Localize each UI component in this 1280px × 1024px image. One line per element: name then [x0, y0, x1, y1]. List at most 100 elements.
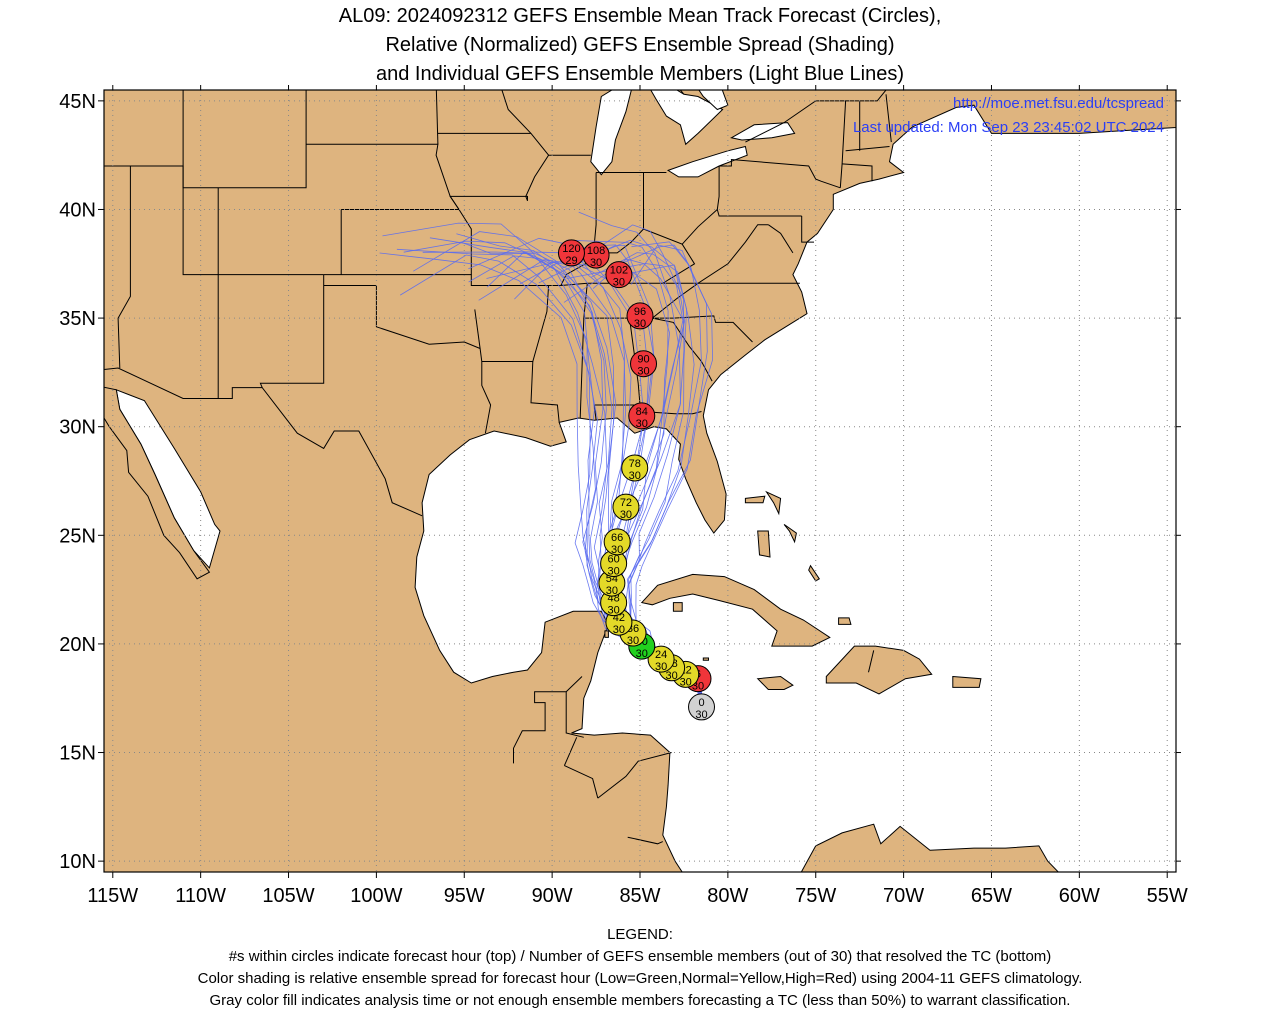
track-circle-fill — [605, 261, 633, 289]
political-border — [594, 172, 644, 254]
land-polygon — [604, 630, 609, 638]
land-polygon — [783, 523, 797, 544]
political-border — [885, 94, 892, 143]
graticule-grid — [104, 90, 1176, 872]
political-border — [801, 216, 814, 243]
political-border — [842, 163, 873, 182]
lon-tick-label: 60W — [1059, 885, 1100, 907]
political-border — [104, 367, 423, 517]
political-border — [565, 691, 584, 738]
lon-tick-label: 100W — [350, 885, 402, 907]
lon-tick-label: 110W — [175, 885, 226, 907]
legend-line-2: Color shading is relative ensemble sprea… — [197, 970, 1083, 987]
political-border — [501, 90, 550, 201]
track-circle-fill — [603, 528, 631, 556]
political-border — [770, 892, 777, 912]
track-circle-members: 30 — [680, 676, 692, 688]
track-circle-fill — [621, 454, 649, 482]
lon-tick-label: 80W — [707, 885, 748, 907]
track-circle-fill — [612, 493, 640, 521]
lon-tick-label: 105W — [262, 885, 314, 907]
political-border — [564, 765, 599, 799]
lon-tick-label: 95W — [444, 885, 485, 907]
political-border — [435, 90, 439, 145]
lon-tick-label: 70W — [883, 885, 924, 907]
great-lake — [517, 36, 649, 71]
track-circle-members: 30 — [611, 544, 623, 556]
political-border — [675, 883, 677, 905]
political-border — [681, 209, 718, 245]
lat-tick-label: 40N — [59, 199, 96, 221]
political-border — [259, 274, 325, 388]
track-circle-members: 30 — [636, 418, 648, 430]
track-circle-members: 30 — [590, 257, 602, 269]
political-border — [597, 752, 672, 799]
track-circle-members: 30 — [606, 585, 618, 597]
legend-line-1: #s within circles indicate forecast hour… — [228, 948, 1052, 965]
track-circle-hour: 90 — [637, 354, 649, 366]
track-circle-hour: 60 — [608, 554, 620, 566]
credit-url: http://moe.met.fsu.edu/tcspread — [953, 95, 1164, 112]
lat-tick-label: 30N — [59, 417, 96, 439]
track-circle-fill — [557, 239, 585, 267]
land-polygon — [952, 675, 982, 688]
land-polygon — [672, 602, 683, 612]
track-circle-hour: 0 — [698, 697, 704, 709]
track-circle-hour: 72 — [620, 497, 632, 509]
great-lake — [590, 90, 632, 176]
lon-tick-label: 115W — [87, 885, 138, 907]
chart-title: AL09: 2024092312 GEFS Ensemble Mean Trac… — [0, 2, 1280, 89]
track-circle-members: 30 — [608, 605, 620, 617]
track-circle-hour: 102 — [610, 265, 628, 277]
track-circle-members: 30 — [627, 635, 639, 647]
lat-tick-label: 45N — [59, 91, 96, 113]
political-border — [845, 146, 890, 152]
track-circle-members: 30 — [655, 661, 667, 673]
lon-tick-label: 90W — [532, 885, 573, 907]
political-border — [117, 166, 131, 369]
political-border — [768, 224, 794, 254]
political-border — [323, 274, 561, 286]
credit-updated: Last updated: Mon Sep 23 23:45:02 UTC 20… — [853, 119, 1164, 136]
political-border — [306, 81, 436, 88]
track-circle-hour: 84 — [636, 406, 648, 418]
legend: LEGEND: #s within circles indicate forec… — [0, 924, 1280, 1012]
land-polygon — [757, 530, 771, 558]
lat-tick-label: 25N — [59, 525, 96, 547]
lat-tick-label: 20N — [59, 634, 96, 656]
lon-tick-label: 65W — [971, 885, 1012, 907]
track-circle-fill — [630, 350, 658, 378]
baja-california — [104, 386, 211, 580]
track-circle-hour: 108 — [587, 245, 605, 257]
political-border — [563, 737, 578, 766]
track-circle-members: 30 — [695, 709, 707, 721]
track-circle-hour: 66 — [611, 532, 623, 544]
land-polygon — [765, 490, 782, 516]
track-circle-members: 30 — [608, 566, 620, 578]
political-border — [481, 361, 560, 423]
land-polygon — [838, 617, 852, 625]
political-border — [627, 836, 663, 845]
track-circle-members: 30 — [620, 509, 632, 521]
legend-line-3: Gray color fill indicates analysis time … — [209, 992, 1071, 1009]
track-circle-members: 30 — [629, 470, 641, 482]
land-polygon — [744, 495, 766, 504]
political-border — [662, 224, 769, 284]
political-border — [719, 158, 841, 189]
lon-tick-label: 55W — [1147, 885, 1188, 907]
title-line-3: and Individual GEFS Ensemble Members (Li… — [375, 63, 905, 85]
political-border — [323, 285, 492, 434]
great-lake — [698, 90, 729, 111]
mean-track-circles: 0306301230183024303030363042304830543060… — [557, 239, 716, 721]
track-circle-hour: 78 — [629, 458, 641, 470]
track-circle-fill — [626, 302, 654, 330]
track-circle-members: 30 — [613, 624, 625, 636]
